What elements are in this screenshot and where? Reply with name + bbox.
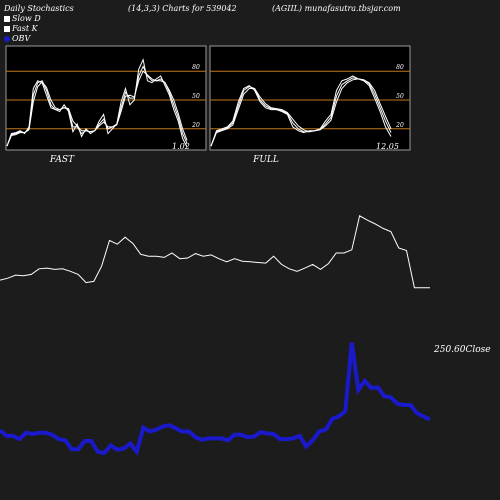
- close-value-label: 250.60Close: [433, 345, 491, 355]
- full-tick-label: 80: [396, 64, 404, 71]
- chart-title-right: (AGIIL) munafasutra.tbsjar.com: [272, 4, 401, 13]
- full-tick-label: 50: [396, 93, 404, 100]
- legend-fast-k: Fast K: [4, 24, 38, 33]
- legend-label-fast-k: Fast K: [12, 24, 38, 33]
- full-panel-title: FULL: [252, 155, 279, 165]
- legend-swatch-obv: [4, 35, 10, 42]
- fast-series-0: [6, 58, 188, 148]
- legend-slow-d: Slow D: [4, 14, 41, 23]
- close-price-line: [0, 215, 430, 289]
- legend-label-slow-d: Slow D: [12, 14, 41, 23]
- close-suffix-label: Close: [466, 345, 491, 355]
- chart-title-left: Daily Stochastics: [4, 4, 74, 13]
- fast-tick-label: 50: [192, 93, 200, 100]
- legend-obv: OBV: [4, 34, 30, 43]
- fast-tick-label: 20: [191, 122, 200, 129]
- fast-panel: [5, 45, 207, 151]
- fast-last-value: 1.02: [172, 142, 190, 151]
- chart-title-middle: (14,3,3) Charts for 539042: [128, 4, 237, 13]
- full-last-value: 12.05: [376, 142, 399, 151]
- legend-swatch-slow-d: [4, 15, 10, 22]
- obv-line: [0, 342, 431, 457]
- legend-swatch-fast-k: [4, 25, 10, 32]
- fast-tick-label: 80: [192, 64, 200, 71]
- full-series-2: [210, 78, 392, 147]
- fast-series-2: [6, 70, 188, 147]
- legend-label-obv: OBV: [12, 34, 31, 43]
- full-tick-label: 20: [395, 122, 404, 129]
- fast-panel-title: FAST: [49, 155, 75, 165]
